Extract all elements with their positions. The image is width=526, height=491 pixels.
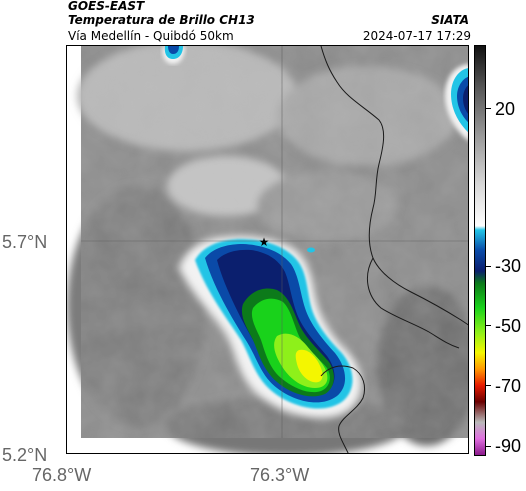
- agency-label: SIATA: [431, 13, 469, 27]
- colorbar-label-minus50: -50: [495, 316, 522, 336]
- colorbar-label-minus70: -70: [495, 376, 522, 396]
- imagery: ★: [67, 46, 468, 453]
- colorbar-tick: [486, 385, 491, 386]
- colorbar-tick: [486, 266, 491, 267]
- colorbar-tick: [486, 446, 491, 447]
- colorbar-label-20: 20: [495, 99, 516, 119]
- location-label: Vía Medellín - Quibdó 50km: [68, 29, 234, 43]
- colorbar-label-minus90: -90: [495, 436, 522, 456]
- colorbar-tick: [486, 108, 491, 109]
- lat-label-5.7: 5.7°N: [2, 232, 48, 252]
- product-title: Temperatura de Brillo CH13: [68, 13, 255, 27]
- lat-label-5.2: 5.2°N: [2, 445, 48, 465]
- colorbar-tick: [486, 325, 491, 326]
- satellite-title: GOES-EAST: [68, 0, 145, 13]
- satellite-map[interactable]: ★: [66, 45, 469, 454]
- lon-label-76.3: 76.3°W: [250, 465, 310, 485]
- colorbar-label-minus30: -30: [495, 256, 522, 276]
- satellite-image: ★: [67, 46, 468, 453]
- datetime-label: 2024-07-17 17:29: [362, 29, 471, 43]
- star-icon: ★: [259, 235, 270, 249]
- colorbar: [474, 45, 486, 456]
- lon-label-76.8: 76.8°W: [32, 465, 92, 485]
